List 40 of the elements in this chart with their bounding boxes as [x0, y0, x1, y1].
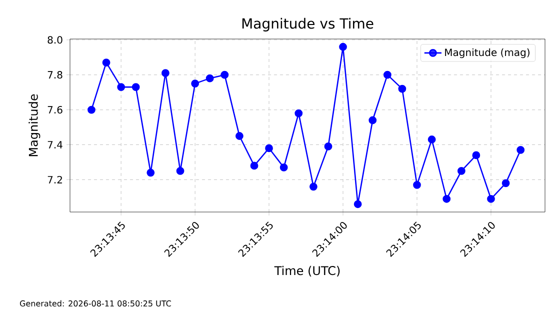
point [102, 58, 110, 67]
point [206, 74, 214, 82]
point [191, 80, 200, 88]
point [354, 200, 362, 208]
point [487, 194, 495, 203]
chart-title: Magnitude vs Time [242, 18, 374, 32]
point [236, 132, 244, 140]
point [368, 116, 377, 124]
legend-label: Magnitude (mag) [445, 48, 530, 58]
point [442, 194, 451, 203]
point [502, 179, 510, 188]
point [457, 166, 466, 175]
point [220, 70, 229, 79]
point [428, 136, 436, 144]
point [383, 70, 392, 79]
point [88, 106, 96, 114]
point [516, 146, 525, 154]
x-axis-title: Time (UTC) [274, 266, 340, 277]
text: Generated: 2026-08-11 08:50:25 UTC [20, 300, 171, 306]
y-tick-label: 7.4 [48, 141, 62, 148]
point [472, 151, 480, 160]
point [132, 83, 140, 92]
point [265, 144, 273, 152]
point [117, 83, 126, 92]
point [280, 163, 288, 172]
point [324, 142, 332, 150]
y-tick-label: 7.6 [48, 106, 62, 114]
point [250, 162, 258, 170]
point [413, 180, 421, 189]
point [309, 182, 318, 191]
point [176, 166, 184, 175]
y-tick-label: 7.2 [48, 176, 62, 184]
y-tick-label: 8.0 [48, 36, 62, 44]
point [339, 42, 347, 51]
y-axis-title: Magnitude [28, 94, 40, 156]
y-tick-label: 7.8 [48, 71, 62, 79]
point [146, 168, 155, 177]
point [294, 109, 303, 118]
point [162, 69, 170, 78]
point [398, 84, 406, 93]
